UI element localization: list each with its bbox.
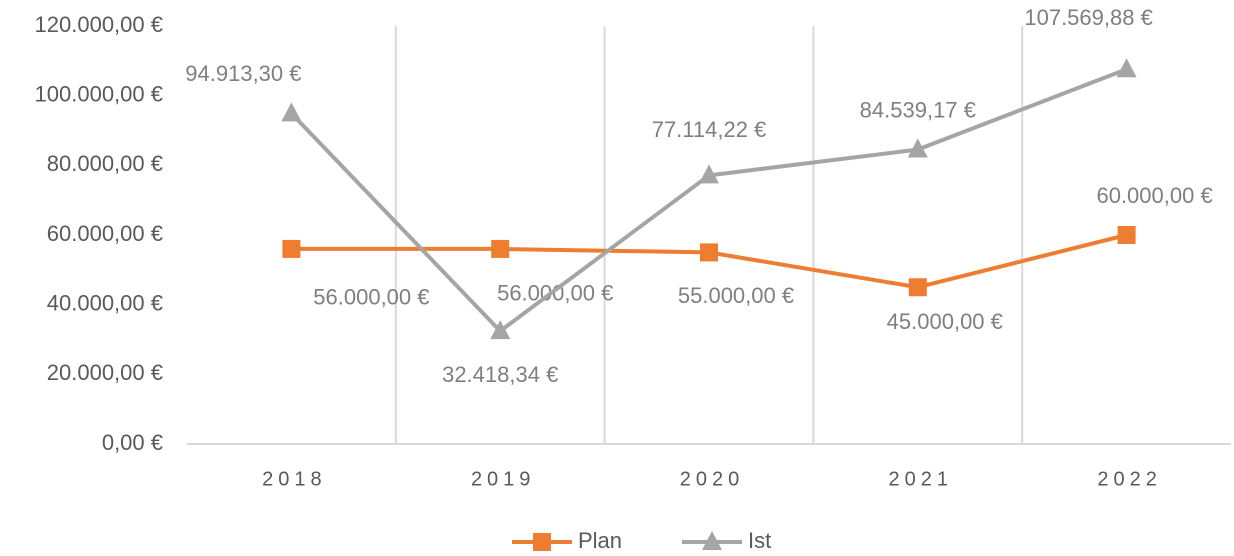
- point: [700, 243, 718, 262]
- y-tick-label: 120.000,00 €: [35, 12, 163, 37]
- x-tick-label: 2022: [1097, 468, 1162, 490]
- y-tick-label: 60.000,00 €: [47, 221, 163, 246]
- point: [490, 320, 511, 340]
- y-tick-label: 100.000,00 €: [35, 81, 163, 106]
- point: [1117, 226, 1136, 244]
- legend-marker: [533, 533, 551, 551]
- data-label: 77.114,22 €: [652, 117, 767, 142]
- data-label: 94.913,30 €: [185, 61, 301, 86]
- point: [281, 102, 302, 122]
- point: [282, 239, 301, 258]
- y-tick-label: 80.000,00 €: [47, 151, 163, 176]
- data-label: 55.000,00 €: [678, 283, 794, 308]
- point: [1116, 58, 1137, 78]
- x-tick-label: 2019: [471, 468, 536, 490]
- point: [699, 164, 719, 184]
- data-label: 56.000,00 €: [497, 281, 613, 306]
- y-tick-label: 0,00 €: [102, 430, 163, 455]
- legend-label: Plan: [578, 528, 622, 553]
- legend-label: Ist: [748, 528, 771, 553]
- data-label: 32.418,34 €: [442, 362, 558, 387]
- data-label: 45.000,00 €: [887, 309, 1003, 334]
- data-label: 56.000,00 €: [313, 285, 429, 310]
- x-tick-label: 2020: [680, 468, 745, 490]
- point: [907, 138, 928, 158]
- legend-marker: [702, 531, 722, 550]
- x-tick-label: 2021: [889, 468, 954, 490]
- data-label: 84.539,17 €: [860, 97, 976, 122]
- y-tick-label: 40.000,00 €: [47, 290, 163, 315]
- data-label: 60.000,00 €: [1096, 183, 1212, 208]
- point: [908, 278, 927, 297]
- data-label: 107.569,88 €: [1024, 5, 1152, 30]
- point: [491, 239, 510, 258]
- y-tick-label: 20.000,00 €: [47, 360, 163, 385]
- x-tick-label: 2018: [262, 468, 327, 490]
